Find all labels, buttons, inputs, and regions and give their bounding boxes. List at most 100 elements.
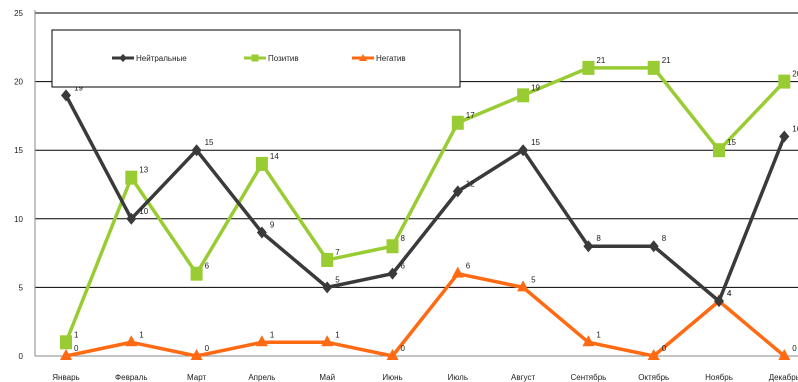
x-tick-label: Октябрь <box>638 373 669 382</box>
data-point <box>779 130 790 143</box>
data-label: 6 <box>466 262 471 271</box>
y-tick-label: 15 <box>14 146 23 155</box>
x-tick-label: Апрель <box>248 373 275 382</box>
x-tick-label: Сентябрь <box>570 373 606 382</box>
data-label: 0 <box>401 344 406 353</box>
data-point <box>582 60 595 75</box>
data-point <box>778 74 791 89</box>
data-point <box>451 115 464 130</box>
data-point <box>321 335 334 347</box>
data-point <box>647 349 660 360</box>
x-tick-label: Август <box>511 373 535 382</box>
data-point <box>60 335 72 350</box>
data-point <box>386 239 399 254</box>
data-point <box>647 60 660 75</box>
data-point <box>256 226 267 239</box>
data-label: 0 <box>662 344 667 353</box>
data-label: 15 <box>205 138 214 147</box>
data-label: 15 <box>727 138 736 147</box>
data-point <box>125 335 138 347</box>
data-point <box>517 280 530 292</box>
data-label: 21 <box>596 56 605 65</box>
data-label: 8 <box>596 234 601 243</box>
data-point <box>60 349 72 360</box>
data-label: 16 <box>792 124 798 133</box>
x-tick-labels: Январь Февраль Март Апрель Май Июнь Июль Август… <box>52 373 798 382</box>
data-point <box>583 240 594 253</box>
data-point <box>518 144 529 157</box>
legend-label: Нейтральные <box>136 54 187 63</box>
y-tick-label: 20 <box>14 78 23 87</box>
data-label: 19 <box>531 83 540 92</box>
data-point <box>126 212 137 225</box>
data-label: 1 <box>270 330 275 339</box>
data-point <box>386 349 399 360</box>
data-point <box>190 266 203 281</box>
data-point <box>517 88 530 103</box>
data-point <box>582 335 595 347</box>
data-point <box>255 335 268 347</box>
data-label: 12 <box>466 179 475 188</box>
data-label: 1 <box>74 330 79 339</box>
data-label: 10 <box>139 207 148 216</box>
x-tick-label: Ноябрь <box>705 373 733 382</box>
x-tick-label: Май <box>319 373 335 382</box>
x-tick-label: Июнь <box>382 373 402 382</box>
data-label: 1 <box>139 330 144 339</box>
y-tick-label: 0 <box>19 352 24 361</box>
data-label: 5 <box>335 275 340 284</box>
data-label: 13 <box>139 166 148 175</box>
data-label: 0 <box>205 344 210 353</box>
data-point <box>452 185 463 198</box>
legend-marker <box>359 54 367 61</box>
data-point <box>713 143 725 158</box>
data-label: 19 <box>74 83 83 92</box>
x-tick-label: Март <box>187 373 206 382</box>
data-point <box>321 252 334 267</box>
data-point <box>61 89 71 102</box>
data-point <box>255 156 268 171</box>
legend-label: Позитив <box>268 54 299 63</box>
x-tick-label: Февраль <box>115 373 148 382</box>
y-tick-label: 25 <box>14 9 23 18</box>
x-tick-label: Январь <box>52 373 79 382</box>
legend-label: Негатив <box>376 54 406 63</box>
data-label: 6 <box>401 262 406 271</box>
data-label: 9 <box>270 221 275 230</box>
data-label: 21 <box>662 56 671 65</box>
x-tick-label: Июль <box>448 373 468 382</box>
data-label: 6 <box>205 262 210 271</box>
data-label: 17 <box>466 111 475 120</box>
series-group: 0101106510401136147817192121152019101595… <box>60 56 798 360</box>
data-label: 14 <box>270 152 279 161</box>
data-label: 0 <box>74 344 79 353</box>
data-label: 5 <box>531 275 536 284</box>
data-label: 4 <box>727 289 732 298</box>
data-label: 15 <box>531 138 540 147</box>
data-label: 1 <box>596 330 601 339</box>
data-point <box>648 240 659 253</box>
data-point <box>125 170 138 185</box>
legend-marker <box>251 54 259 62</box>
data-label: 1 <box>335 330 340 339</box>
series-diamond: 19 10 15 9 5 6 12 15 8 8 4 16 <box>61 83 798 308</box>
data-label: 20 <box>792 70 798 79</box>
data-point <box>451 266 464 278</box>
data-label: 0 <box>792 344 797 353</box>
data-point <box>322 281 333 294</box>
axes <box>34 10 798 357</box>
data-point <box>778 349 791 360</box>
data-point <box>387 267 398 280</box>
y-tick-label: 10 <box>14 215 23 224</box>
data-label: 4 <box>727 289 732 298</box>
series-triangle: 0 1 0 1 1 0 6 5 1 0 4 0 <box>60 262 797 360</box>
data-point <box>190 349 203 360</box>
data-label: 8 <box>662 234 667 243</box>
y-tick-labels: 0 5 10 15 20 25 <box>14 9 23 361</box>
series-square: 11361478171921211520 <box>60 56 798 350</box>
data-label: 7 <box>335 248 340 257</box>
series-line <box>64 94 786 303</box>
x-tick-label: Декабрь <box>769 373 798 382</box>
data-label: 8 <box>401 234 406 243</box>
